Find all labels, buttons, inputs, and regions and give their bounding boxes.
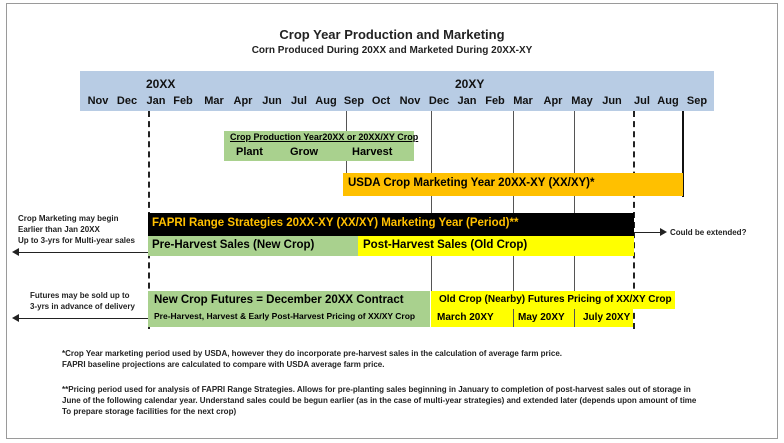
may-contract-label: May 20XY (518, 312, 565, 323)
pre-harvest-sales-label: Pre-Harvest Sales (New Crop) (152, 239, 315, 251)
month-label: May (571, 95, 593, 107)
year-label-second: 20XY (455, 77, 485, 91)
new-crop-futures-title: New Crop Futures = December 20XX Contrac… (154, 294, 404, 306)
march-contract-label: March 20XY (437, 312, 494, 323)
month-timeline-bar (80, 71, 714, 111)
harvest-label: Harvest (352, 146, 393, 158)
futures-advance-arrow-head (12, 314, 19, 322)
old-crop-futures-title: Old Crop (Nearby) Futures Pricing of XX/… (439, 294, 672, 305)
month-label: Aug (315, 95, 337, 107)
month-label: Sep (686, 95, 708, 107)
month-label: Jul (291, 95, 307, 107)
new-crop-futures-box: New Crop Futures = December 20XX Contrac… (148, 291, 430, 327)
crop-production-box: Crop Production Year20XX or 20XX/XY Crop… (224, 131, 418, 161)
usda-marketing-year-box: USDA Crop Marketing Year 20XX-XY (XX/XY)… (343, 173, 683, 196)
fapri-range-strategies-label: FAPRI Range Strategies 20XX-XY (XX/XY) M… (152, 217, 519, 229)
could-be-extended-note: Could be extended? (670, 228, 747, 237)
page-title: Crop Year Production and Marketing (279, 27, 505, 42)
month-label: Jan (146, 95, 166, 107)
march-contract-box: March 20XY (431, 309, 513, 327)
month-label: Feb (485, 95, 505, 107)
month-label: Jul (634, 95, 650, 107)
pre-harvest-sales-box: Pre-Harvest Sales (New Crop) (148, 236, 358, 256)
marketing-note-line2: Earlier than Jan 20XX (18, 225, 100, 234)
july-contract-label: July 20XY (583, 312, 631, 323)
futures-note-line2: 3-yrs in advance of delivery (30, 302, 135, 311)
month-label: Mar (513, 95, 533, 107)
footnote-fapri-line2: June of the following calendar year. Und… (62, 396, 697, 405)
plant-label: Plant (236, 146, 263, 158)
year-label-first: 20XX (146, 77, 176, 91)
old-crop-futures-box: Old Crop (Nearby) Futures Pricing of XX/… (431, 291, 675, 309)
marketing-note-line3: Up to 3-yrs for Multi-year sales (18, 236, 135, 245)
june-end-dashed-line (633, 111, 635, 329)
month-label: Oct (371, 95, 391, 107)
footnote-usda-line1: *Crop Year marketing period used by USDA… (62, 349, 563, 358)
usda-marketing-year-label: USDA Crop Marketing Year 20XX-XY (XX/XY)… (348, 177, 595, 189)
footnote-fapri-line1: **Pricing period used for analysis of FA… (62, 385, 691, 394)
new-crop-futures-subtitle: Pre-Harvest, Harvest & Early Post-Harves… (154, 311, 416, 321)
post-harvest-sales-box: Post-Harvest Sales (Old Crop) (358, 236, 634, 256)
month-label: Sep (343, 95, 365, 107)
crop-production-heading: Crop Production Year20XX or 20XX/XY Crop (230, 132, 419, 142)
july-contract-box: July 20XY (575, 309, 633, 327)
month-label: Apr (233, 95, 253, 107)
month-label: Jun (262, 95, 282, 107)
diagram-frame (6, 3, 778, 439)
month-label: Dec (428, 95, 450, 107)
futures-note-line1: Futures may be sold up to (30, 291, 130, 300)
month-label: Jan (457, 95, 477, 107)
month-label: Dec (116, 95, 138, 107)
grow-label: Grow (290, 146, 319, 158)
marketing-early-arrow-head (12, 248, 19, 256)
footnote-usda-line2: FAPRI baseline projections are calculate… (62, 360, 385, 369)
month-label: Nov (87, 95, 109, 107)
fapri-range-strategies-bar: FAPRI Range Strategies 20XX-XY (XX/XY) M… (148, 213, 634, 236)
marketing-early-arrow-line (18, 252, 148, 253)
post-harvest-sales-label: Post-Harvest Sales (Old Crop) (363, 239, 528, 251)
month-label: Jun (602, 95, 622, 107)
may-contract-box: May 20XY (514, 309, 574, 327)
month-label: Feb (173, 95, 193, 107)
page-subtitle: Corn Produced During 20XX and Marketed D… (251, 45, 533, 56)
futures-advance-arrow-line (18, 318, 148, 319)
month-label: Apr (543, 95, 563, 107)
marketing-note-line1: Crop Marketing may begin (18, 214, 119, 223)
extend-arrow-head (660, 228, 667, 236)
month-label: Aug (657, 95, 679, 107)
month-label: Nov (399, 95, 421, 107)
september-end-line (682, 111, 684, 197)
month-label: Mar (204, 95, 224, 107)
extend-arrow-line (634, 232, 662, 233)
footnote-fapri-line3: To prepare storage facilities for the ne… (62, 407, 237, 416)
